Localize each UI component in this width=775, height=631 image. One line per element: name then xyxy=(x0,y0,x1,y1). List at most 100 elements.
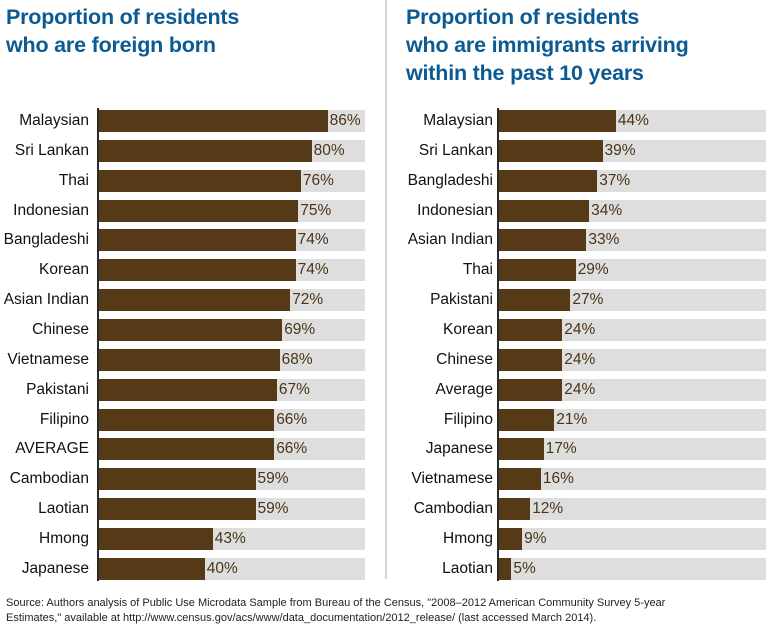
category-label: Bangladeshi xyxy=(3,231,89,248)
data-label: 67% xyxy=(278,381,310,398)
bar-row: Korean 74% xyxy=(0,259,385,281)
bar-row: Hmong 9% xyxy=(390,528,775,550)
category-label: Korean xyxy=(443,321,493,338)
bar xyxy=(498,379,563,401)
bar xyxy=(498,110,616,132)
category-label: Laotian xyxy=(38,500,89,517)
category-label: Chinese xyxy=(32,321,89,338)
data-label: 74% xyxy=(297,261,329,278)
bar xyxy=(498,409,555,431)
title-line: who are foreign born xyxy=(6,33,216,57)
category-label: Thai xyxy=(58,172,89,189)
data-label: 72% xyxy=(292,291,324,308)
bar xyxy=(98,438,275,460)
bar-track xyxy=(498,558,766,580)
bar-row: Hmong 43% xyxy=(0,528,385,550)
data-label: 37% xyxy=(599,172,631,189)
data-label: 40% xyxy=(206,560,238,577)
data-label: 80% xyxy=(313,142,345,159)
category-label: Indonesian xyxy=(13,202,89,219)
bar-row: Asian Indian 72% xyxy=(0,289,385,311)
bar xyxy=(498,438,544,460)
bar-row: Malaysian 44% xyxy=(390,110,775,132)
bar-row: Laotian 59% xyxy=(0,498,385,520)
bar-row: Bangladeshi 37% xyxy=(390,170,775,192)
bar xyxy=(98,200,299,222)
chart-foreign-born: Malaysian 86% Sri Lankan 80% Thai 76% Indonesi… xyxy=(0,108,385,583)
data-label: 75% xyxy=(300,202,332,219)
bar xyxy=(498,558,512,580)
data-label: 59% xyxy=(257,500,289,517)
data-label: 66% xyxy=(276,440,308,457)
bar xyxy=(98,170,301,192)
bar-track xyxy=(498,379,766,401)
title-line: who are immigrants arriving xyxy=(406,33,689,57)
bar xyxy=(98,349,280,371)
bar-row: Indonesian 75% xyxy=(0,200,385,222)
category-label: AVERAGE xyxy=(15,440,89,457)
category-label: Cambodian xyxy=(413,500,493,517)
bar xyxy=(98,259,296,281)
category-label: Pakistani xyxy=(26,381,89,398)
bar xyxy=(98,319,283,341)
bar-row: Japanese 17% xyxy=(390,438,775,460)
bar-row: Pakistani 27% xyxy=(390,289,775,311)
bar-row: Average 24% xyxy=(390,379,775,401)
bar-row: Laotian 5% xyxy=(390,558,775,580)
bar-row: Chinese 69% xyxy=(0,319,385,341)
panel-divider xyxy=(385,0,387,579)
bar-track xyxy=(498,468,766,490)
bar-row: Sri Lankan 39% xyxy=(390,140,775,162)
bar xyxy=(98,498,256,520)
category-label: Vietnamese xyxy=(411,470,493,487)
data-label: 44% xyxy=(617,112,649,129)
bar xyxy=(498,468,541,490)
category-label: Bangladeshi xyxy=(407,172,493,189)
category-label: Pakistani xyxy=(430,291,493,308)
bar-row: Chinese 24% xyxy=(390,349,775,371)
bar xyxy=(498,200,590,222)
data-label: 27% xyxy=(572,291,604,308)
chart-title-foreign-born: Proportion of residents who are foreign … xyxy=(6,3,376,59)
data-label: 68% xyxy=(281,351,313,368)
title-line: within the past 10 years xyxy=(406,61,644,85)
bar-row: Bangladeshi 74% xyxy=(0,229,385,251)
bar xyxy=(98,468,256,490)
bar xyxy=(498,498,531,520)
bar-track xyxy=(498,438,766,460)
category-label: Filipino xyxy=(443,411,493,428)
bar xyxy=(98,229,296,251)
source-note: Source: Authors analysis of Public Use M… xyxy=(6,596,771,626)
bar-row: Cambodian 12% xyxy=(390,498,775,520)
data-label: 29% xyxy=(577,261,609,278)
data-label: 86% xyxy=(329,112,361,129)
bar xyxy=(98,558,205,580)
title-line: Proportion of residents xyxy=(406,5,640,29)
bar-row: Thai 29% xyxy=(390,259,775,281)
category-label: Sri Lankan xyxy=(418,142,493,159)
category-label: Average xyxy=(435,381,493,398)
category-label: Filipino xyxy=(39,411,89,428)
bar-track xyxy=(498,498,766,520)
data-label: 74% xyxy=(297,231,329,248)
bar-row: Japanese 40% xyxy=(0,558,385,580)
bar-row: Indonesian 34% xyxy=(390,200,775,222)
data-label: 21% xyxy=(556,411,588,428)
data-label: 33% xyxy=(588,231,620,248)
chart-title-recent-immigrants: Proportion of residents who are immigran… xyxy=(406,3,766,87)
category-label: Laotian xyxy=(442,560,493,577)
bar-row: Filipino 66% xyxy=(0,409,385,431)
category-label: Vietnamese xyxy=(7,351,89,368)
category-label: Chinese xyxy=(436,351,493,368)
bar xyxy=(498,289,571,311)
data-label: 16% xyxy=(542,470,574,487)
bar xyxy=(498,259,576,281)
data-label: 69% xyxy=(284,321,316,338)
category-label: Thai xyxy=(462,261,493,278)
bar xyxy=(98,528,213,550)
bar xyxy=(498,528,523,550)
bar xyxy=(498,170,598,192)
category-label: Malaysian xyxy=(423,112,493,129)
data-label: 66% xyxy=(276,411,308,428)
bar-row: Asian Indian 33% xyxy=(390,229,775,251)
